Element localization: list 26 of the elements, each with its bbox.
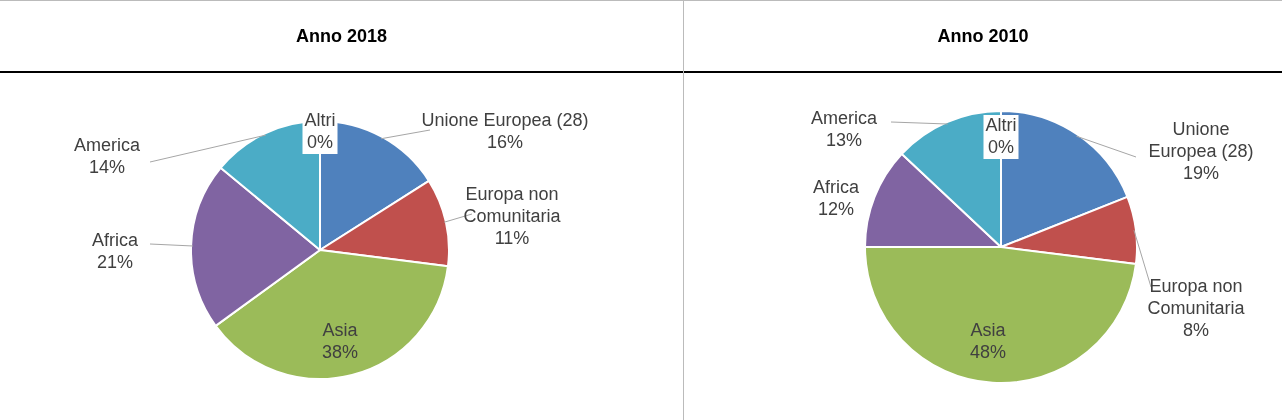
slice-label: Asia bbox=[970, 319, 1007, 340]
slice-label: Unione Europea (28) bbox=[421, 109, 589, 130]
data-label: 13% bbox=[825, 129, 863, 150]
category-label: Altri bbox=[985, 114, 1017, 135]
data-label: 48% bbox=[969, 341, 1007, 362]
slice-label: Africa bbox=[812, 176, 860, 197]
text: 0% bbox=[306, 131, 334, 152]
data-label: 21% bbox=[96, 251, 134, 272]
data-label: 19% bbox=[1182, 162, 1220, 183]
text: 0% bbox=[987, 136, 1015, 157]
slice-label: America bbox=[73, 134, 141, 155]
slice-label: America bbox=[810, 107, 878, 128]
data-label: 38% bbox=[321, 341, 359, 362]
data-label: 8% bbox=[1182, 319, 1210, 340]
data-label: 12% bbox=[817, 198, 855, 219]
category-label: Altri bbox=[304, 109, 336, 130]
slice-label: Asia bbox=[322, 319, 359, 340]
data-label: 11% bbox=[494, 227, 530, 248]
slice-label: Europa non Comunitaria bbox=[1147, 275, 1246, 318]
slice-label: Unione Europea (28) bbox=[1148, 118, 1254, 161]
slice-label: Africa bbox=[91, 229, 139, 250]
chart-title: Anno 2010 bbox=[684, 1, 1282, 73]
slice-label: Europa non Comunitaria bbox=[463, 183, 562, 226]
chart-title: Anno 2018 bbox=[0, 1, 683, 73]
data-label: 14% bbox=[88, 156, 126, 177]
data-label: 16% bbox=[486, 131, 524, 152]
